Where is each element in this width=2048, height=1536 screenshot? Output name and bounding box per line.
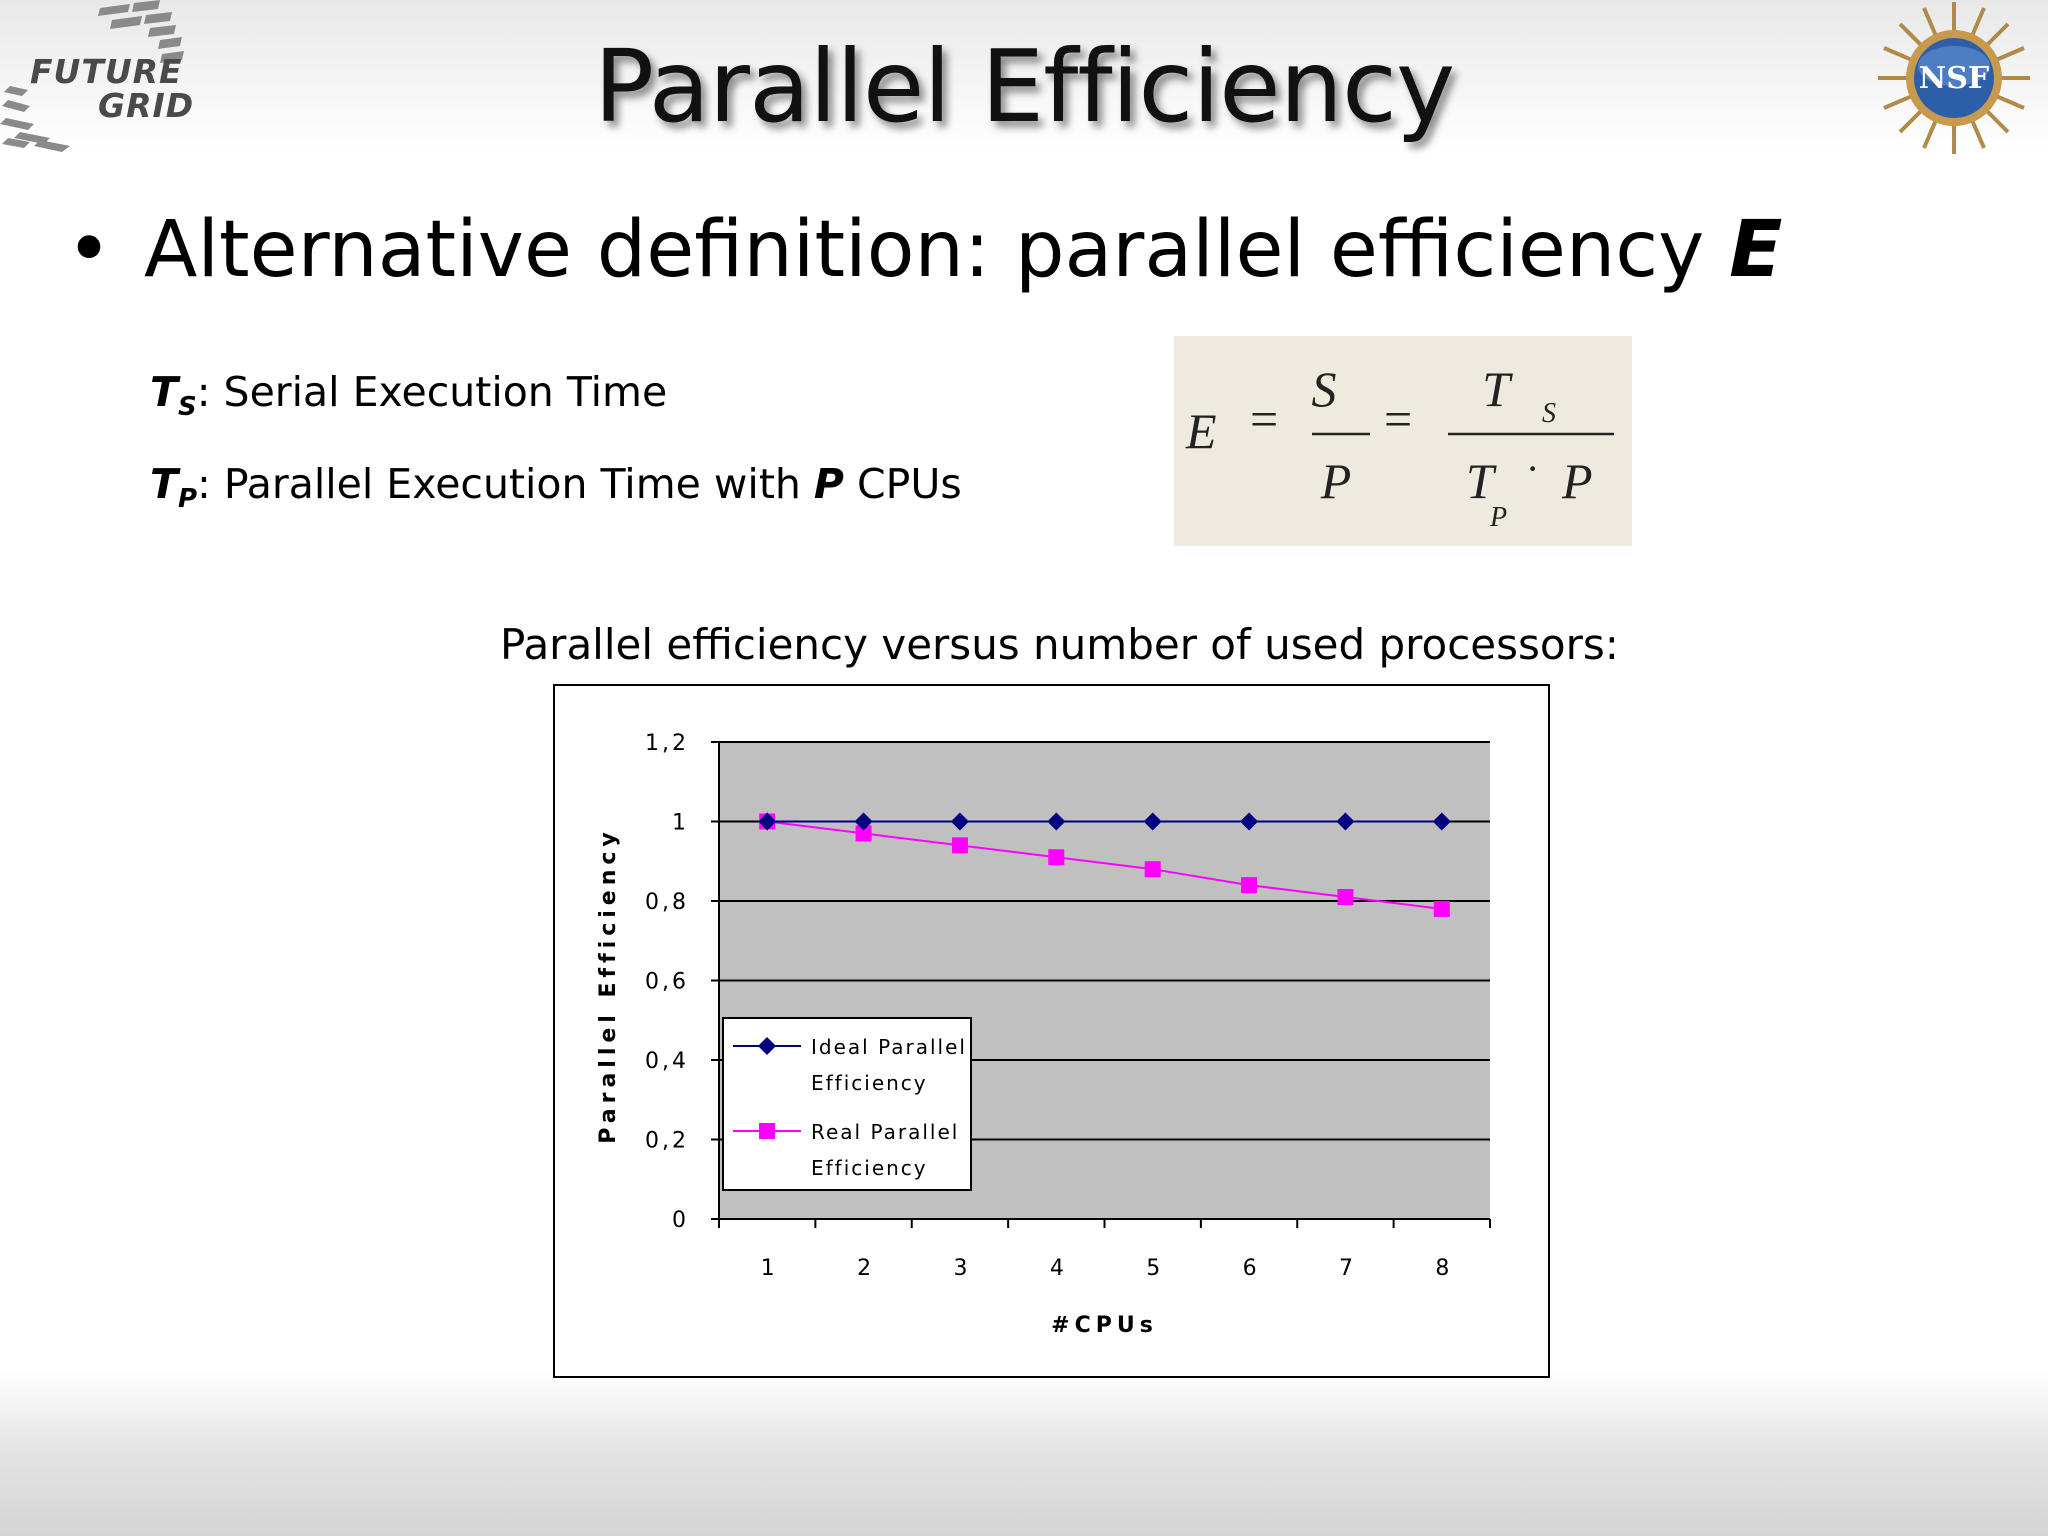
data-point: [1143, 812, 1162, 831]
x-tick-label: 7: [1339, 1256, 1356, 1281]
definition-tp-text-after: CPUs: [843, 460, 962, 508]
chart-caption: Parallel efficiency versus number of use…: [500, 620, 1619, 669]
series-line: [767, 820, 1442, 910]
chart-frame: 0 0,2 0,4 0,6 0,8 1 1,2 1 2 3 4 5 6 7 8 Parallel Effic…: [553, 684, 1550, 1378]
legend-label: Efficiency: [811, 1071, 928, 1095]
data-point: [854, 812, 873, 831]
legend-label: Ideal Parallel: [811, 1035, 967, 1059]
x-tick-label: 5: [1146, 1256, 1163, 1281]
data-point: [1047, 812, 1066, 831]
legend-marker: [759, 1123, 775, 1139]
data-point: [1433, 900, 1450, 917]
bullet-text: Alternative definition: parallel efficie…: [144, 205, 1730, 295]
y-tick-label: 0,2: [645, 1129, 689, 1154]
formula-eq1: =: [1250, 391, 1278, 447]
definition-tp-emphasis: P: [813, 460, 844, 508]
data-point: [950, 812, 969, 831]
formula-ts: T: [1482, 361, 1513, 417]
x-tick-label: 3: [953, 1256, 970, 1281]
logo-line2: GRID: [98, 86, 195, 125]
bullet-dot-icon: •: [66, 205, 113, 295]
y-tick-label: 1,2: [645, 731, 689, 756]
definition-tp-sub: P: [177, 484, 198, 515]
formula-ts-sub: S: [1542, 398, 1556, 429]
formula-p2: P: [1561, 453, 1593, 509]
definition-tp: TP: Parallel Execution Time with P CPUs: [150, 460, 962, 514]
data-point: [1241, 877, 1258, 894]
nsf-seal-icon: NSF: [1878, 2, 2030, 154]
x-axis-label: #CPUs: [1051, 1313, 1158, 1338]
data-point: [758, 812, 777, 831]
data-point: [1336, 812, 1355, 831]
definition-ts-text: : Serial Execution Time: [196, 368, 668, 416]
y-tick-label: 0,8: [645, 890, 689, 915]
y-tick-label: 1: [672, 811, 689, 836]
definition-ts-symbol: T: [150, 368, 178, 416]
formula-s: S: [1312, 361, 1337, 417]
definition-tp-symbol: T: [150, 460, 178, 508]
efficiency-formula: E = S P = T S T P · P: [1185, 361, 1614, 533]
y-tick-label: 0,6: [645, 970, 689, 995]
legend-label: Efficiency: [811, 1156, 928, 1180]
bullet-emphasis: E: [1729, 205, 1783, 295]
data-point: [1144, 861, 1161, 878]
nsf-logo-text: NSF: [1919, 61, 1989, 96]
y-tick-label: 0,4: [645, 1049, 689, 1074]
y-tick-label: 0: [672, 1208, 689, 1233]
formula-e: E: [1185, 403, 1217, 459]
definition-ts-sub: S: [177, 392, 197, 423]
bullet-item: • Alternative definition: parallel effici…: [66, 205, 1782, 295]
data-point: [1337, 889, 1354, 906]
legend-label: Real Parallel: [811, 1120, 959, 1144]
x-tick-label: 8: [1435, 1256, 1452, 1281]
y-axis-label: Parallel Efficiency: [596, 827, 621, 1144]
futuregrid-logo: FUTURE GRID: [0, 0, 193, 160]
x-tick-label: 2: [857, 1256, 874, 1281]
futuregrid-grid-icon: [0, 0, 184, 152]
x-tick-label: 4: [1050, 1256, 1067, 1281]
formula-tp-sub: P: [1489, 502, 1507, 533]
data-point: [1240, 812, 1259, 831]
slide-title: Parallel Efficiency: [593, 28, 1455, 145]
data-point: [1048, 849, 1065, 866]
data-point: [951, 837, 968, 854]
logo-line1: FUTURE: [30, 52, 183, 91]
efficiency-chart: 0 0,2 0,4 0,6 0,8 1 1,2 1 2 3 4 5 6 7 8 Parallel Effic…: [596, 731, 1491, 1338]
data-point: [855, 825, 872, 842]
definition-ts: TS: Serial Execution Time: [150, 368, 667, 422]
x-tick-label: 6: [1243, 1256, 1260, 1281]
nsf-logo: NSF: [1878, 0, 2048, 160]
x-tick-label: 1: [761, 1256, 778, 1281]
definition-tp-text-before: : Parallel Execution Time with: [197, 460, 814, 508]
legend-marker: [758, 1037, 776, 1055]
formula-eq2: =: [1384, 391, 1412, 447]
data-point: [1432, 812, 1451, 831]
formula-box: E = S P = T S T P · P: [1174, 336, 1632, 546]
formula-tp: T: [1466, 453, 1497, 509]
chart-legend: Ideal Parallel Efficiency Real Parallel Eff…: [722, 1017, 972, 1191]
formula-dot: ·: [1526, 446, 1539, 491]
formula-p1: P: [1320, 453, 1352, 509]
